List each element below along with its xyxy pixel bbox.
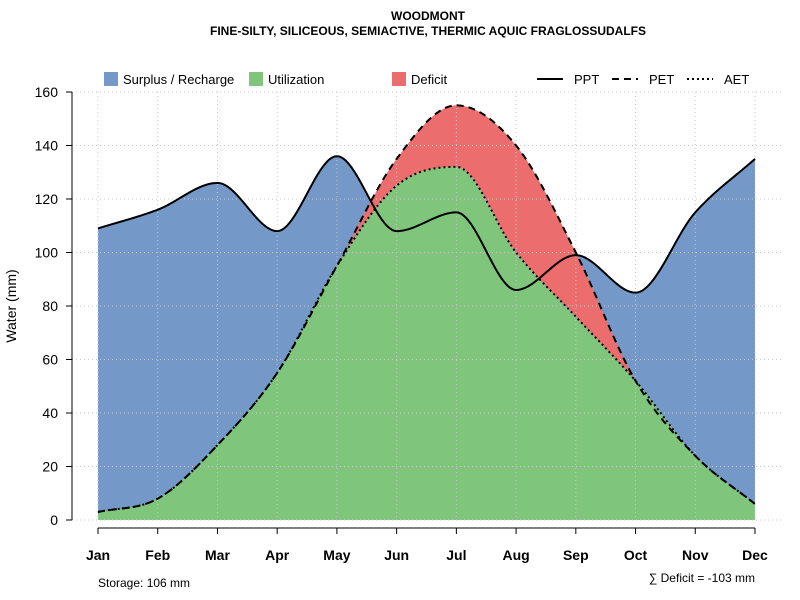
x-tick-label-may: May	[323, 547, 350, 563]
series-line-pet	[97, 104, 756, 513]
legend-label-pet: PET	[649, 72, 674, 87]
y-tick-label-80: 80	[42, 298, 58, 314]
y-tick-label-120: 120	[35, 191, 59, 207]
legend-label-deficit: Deficit	[411, 72, 448, 87]
legend-label-surplus: Surplus / Recharge	[123, 72, 234, 87]
axes: 0 20 40 60 80 100 120 140 160 Jan Feb Mar Apr May Jun J…	[35, 84, 768, 563]
y-axis-label: Water (mm)	[3, 269, 19, 342]
series-line-ppt	[97, 155, 756, 294]
series-lines	[97, 104, 756, 513]
chart-subtitle: FINE-SILTY, SILICEOUS, SEMIACTIVE, THERM…	[210, 24, 646, 38]
x-tick-label-jan: Jan	[86, 547, 110, 563]
legend: Surplus / Recharge Utilization Deficit P…	[104, 72, 749, 87]
legend-swatch-utilization	[249, 72, 263, 86]
storage-note: Storage: 106 mm	[98, 576, 190, 590]
x-tick-label-apr: Apr	[265, 547, 290, 563]
x-tick-label-aug: Aug	[502, 547, 529, 563]
deficit-note: ∑ Deficit = -103 mm	[649, 571, 755, 585]
y-tick-label-100: 100	[35, 245, 59, 261]
legend-label-utilization: Utilization	[268, 72, 324, 87]
legend-label-aet: AET	[724, 72, 749, 87]
y-tick-label-0: 0	[50, 512, 58, 528]
x-tick-label-feb: Feb	[145, 547, 170, 563]
grid	[72, 91, 784, 521]
x-tick-label-dec: Dec	[742, 547, 768, 563]
series-line-aet	[97, 165, 756, 513]
legend-swatch-deficit	[392, 72, 406, 86]
y-tick-label-40: 40	[42, 405, 58, 421]
legend-swatch-surplus	[104, 72, 118, 86]
area-utilization	[98, 166, 755, 520]
x-tick-label-nov: Nov	[682, 547, 709, 563]
y-tick-label-60: 60	[42, 352, 58, 368]
x-tick-label-oct: Oct	[624, 547, 648, 563]
chart-title: WOODMONT	[391, 9, 466, 23]
plot-area	[98, 105, 755, 520]
y-tick-label-20: 20	[42, 459, 58, 475]
legend-label-ppt: PPT	[574, 72, 599, 87]
x-tick-label-jun: Jun	[384, 547, 409, 563]
x-tick-label-sep: Sep	[563, 547, 589, 563]
x-tick-label-jul: Jul	[446, 547, 466, 563]
x-tick-label-mar: Mar	[205, 547, 230, 563]
y-tick-label-160: 160	[35, 84, 59, 100]
y-tick-label-140: 140	[35, 138, 59, 154]
